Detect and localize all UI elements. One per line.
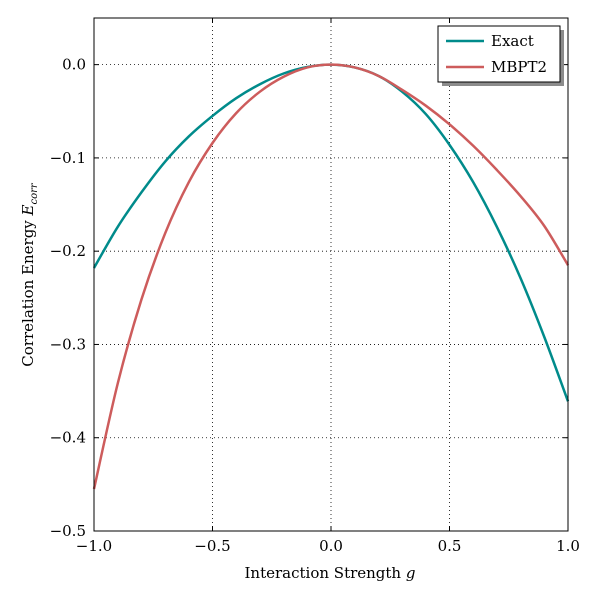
y-tick-label: −0.4	[50, 429, 86, 447]
x-tick-label: −0.5	[194, 537, 230, 555]
series-line-mbpt2	[92, 63, 570, 490]
grid-lines	[94, 18, 568, 531]
y-tick-label: −0.1	[50, 149, 86, 167]
legend: Exact MBPT2	[437, 25, 564, 86]
x-tick-label: −1.0	[76, 537, 112, 555]
y-tick-label: −0.2	[50, 242, 86, 260]
y-axis-label: Correlation Energy Ecorr	[19, 182, 40, 367]
series-layer	[92, 63, 570, 490]
y-tick-label: 0.0	[62, 56, 86, 74]
x-axis-label: Interaction Strength g	[245, 564, 416, 582]
y-tick-label: −0.5	[50, 522, 86, 540]
y-tick-label: −0.3	[50, 335, 86, 353]
axis-ticks: −1.0 −0.5 0.0 0.5 1.00.0−0.1−0.2−0.3−0.4−0.5	[50, 18, 580, 555]
x-tick-label: 1.0	[556, 537, 580, 555]
legend-label-exact: Exact	[491, 32, 534, 50]
x-tick-label: 0.5	[438, 537, 462, 555]
x-tick-label: 0.0	[319, 537, 343, 555]
legend-label-mbpt2: MBPT2	[491, 58, 547, 76]
legend-box	[437, 25, 561, 83]
